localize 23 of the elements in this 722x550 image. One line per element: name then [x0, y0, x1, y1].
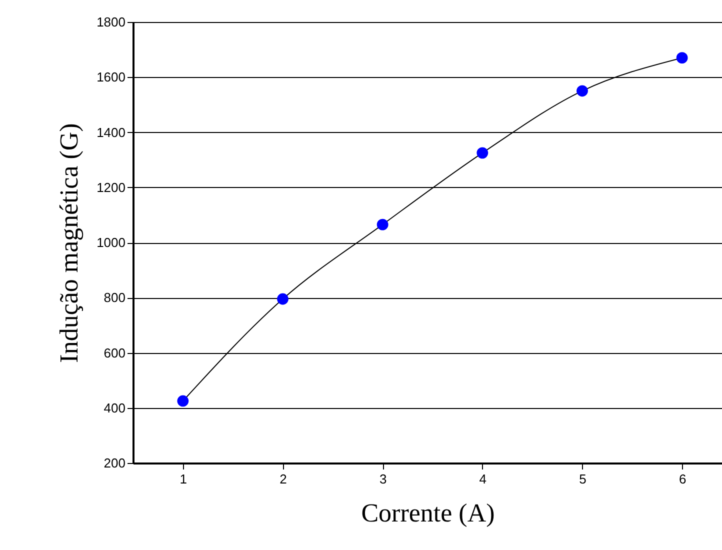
x-tick-label: 3	[379, 472, 387, 486]
y-tick-label: 1200	[96, 180, 126, 195]
y-tick-label: 800	[104, 290, 126, 306]
point	[177, 395, 189, 407]
point	[576, 85, 588, 97]
y-tick-label: 400	[104, 400, 126, 416]
y-tick-label: 1800	[96, 14, 126, 30]
point	[676, 52, 688, 64]
point	[476, 147, 488, 159]
y-tick-label: 1000	[96, 235, 126, 250]
x-tick-label: 4	[479, 472, 487, 486]
y-tick-label: 600	[104, 345, 126, 360]
y-tick-label: 1600	[96, 70, 126, 85]
y-axis-title: Indução magnética (G)	[54, 123, 84, 363]
y-tick-label: 1400	[96, 124, 126, 140]
x-axis-title: Corrente (A)	[361, 498, 495, 528]
point	[376, 218, 388, 230]
point	[277, 293, 288, 305]
x-tick-label: 1	[180, 472, 188, 486]
y-tick-label: 200	[104, 456, 126, 470]
x-tick-label: 6	[678, 472, 686, 486]
x-tick-label: 2	[280, 472, 287, 486]
x-tick-label: 5	[579, 472, 586, 486]
